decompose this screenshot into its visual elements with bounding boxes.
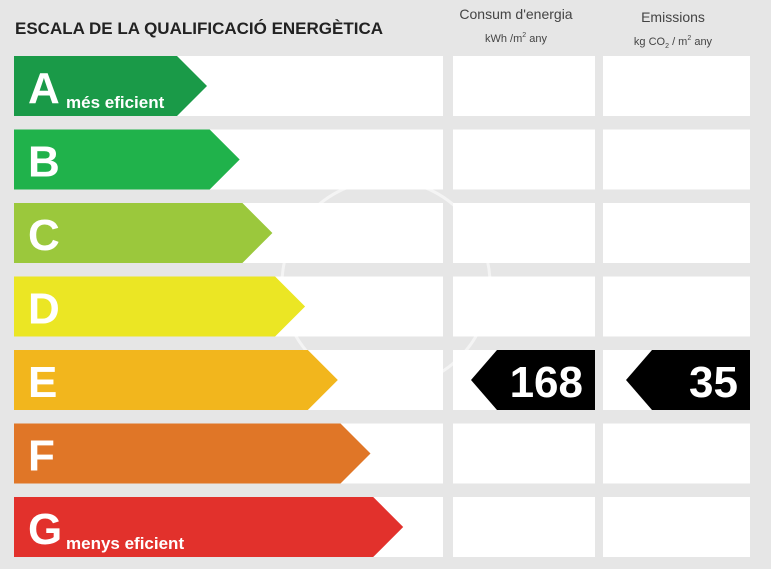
indicator-value: 168: [510, 358, 583, 407]
value-indicator: [626, 350, 750, 410]
title: ESCALA DE LA QUALIFICACIÓ ENERGÈTICA: [15, 19, 383, 38]
unit-part: kg CO: [634, 36, 666, 48]
cell: [603, 276, 750, 337]
unit-part: any: [526, 33, 547, 45]
rating-letter: E: [28, 358, 57, 407]
unit-part: 2: [665, 43, 669, 50]
rating-arrow: [14, 350, 338, 410]
rating-label: menys eficient: [66, 534, 184, 553]
rating-label: més eficient: [66, 93, 165, 112]
value-indicator: [471, 350, 595, 410]
unit-part: 2: [687, 35, 691, 42]
cell: [453, 276, 595, 337]
indicator-value: 35: [689, 358, 738, 407]
cell: [603, 129, 750, 190]
cell: [603, 203, 750, 263]
rating-arrow: [14, 56, 207, 116]
cell: [603, 497, 750, 557]
cell: [453, 56, 595, 116]
rating-letter: C: [28, 211, 60, 260]
rating-arrow: [14, 203, 273, 263]
rating-letter: F: [28, 432, 55, 481]
cell: [603, 423, 750, 484]
unit-part: 2: [522, 32, 526, 39]
cell: [453, 497, 595, 557]
cell: [453, 203, 595, 263]
rating-arrow: [14, 497, 404, 557]
column-unit: kg CO2 / m2 any: [634, 35, 713, 50]
unit-part: kWh /m: [485, 33, 522, 45]
cell: [453, 423, 595, 484]
column-header: Emissions: [641, 9, 705, 25]
column-unit: kWh /m2 any: [485, 32, 547, 45]
cell: [453, 129, 595, 190]
cell: [603, 56, 750, 116]
unit-part: any: [691, 36, 712, 48]
rating-arrow: [14, 129, 240, 190]
rating-letter: G: [28, 505, 62, 554]
rating-letter: D: [28, 285, 60, 334]
column-header: Consum d'energia: [459, 6, 572, 22]
unit-part: / m: [669, 36, 687, 48]
rating-letter: A: [28, 64, 60, 113]
rating-arrow: [14, 276, 306, 337]
rating-letter: B: [28, 138, 60, 187]
rating-arrow: [14, 423, 371, 484]
